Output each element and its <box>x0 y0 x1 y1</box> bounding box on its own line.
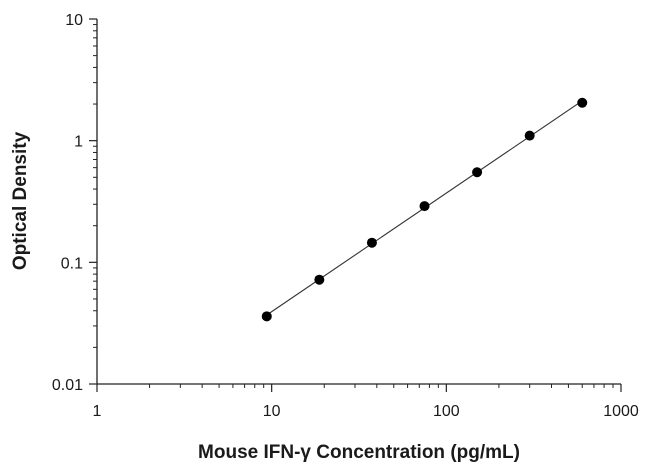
plot-area <box>96 19 621 385</box>
y-tick-label: 0.01 <box>52 377 83 394</box>
x-tick-label: 1000 <box>603 403 639 420</box>
data-point <box>472 167 483 178</box>
data-point <box>524 130 535 141</box>
y-axis-ticks: 0.01 0.1 1 10 <box>52 12 97 394</box>
x-axis-ticks: 1 10 100 1000 <box>93 384 639 420</box>
x-axis-title: Mouse IFN-γ Concentration (pg/mL) <box>198 442 520 463</box>
data-point <box>366 237 377 248</box>
x-tick-label: 1 <box>93 403 102 420</box>
y-tick-label: 0.1 <box>61 255 83 272</box>
y-axis-title: Optical Density <box>10 131 31 270</box>
y-tick-label: 10 <box>65 12 83 29</box>
data-point <box>419 201 430 212</box>
data-point <box>577 97 588 108</box>
data-point <box>314 274 325 285</box>
series-layer <box>261 97 588 322</box>
y-tick-label: 1 <box>74 134 83 151</box>
data-point <box>261 311 272 322</box>
x-tick-label: 10 <box>263 403 281 420</box>
x-tick-label: 100 <box>433 403 460 420</box>
